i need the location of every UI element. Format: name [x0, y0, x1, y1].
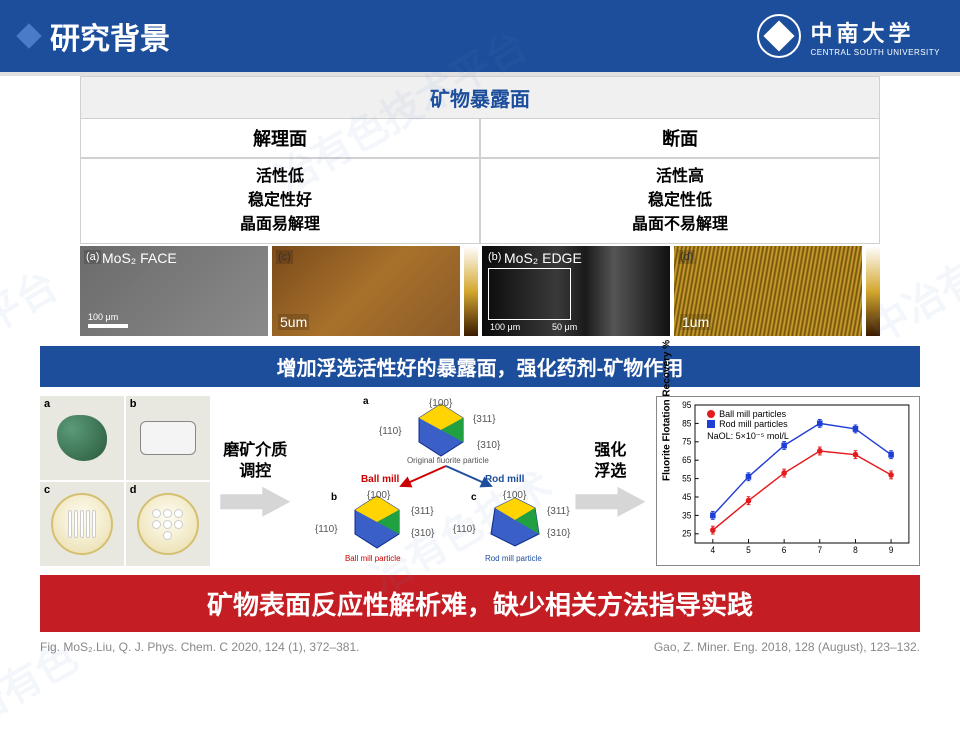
col1-body: 活性低 稳定性好 晶面易解理: [80, 158, 480, 244]
svg-text:7: 7: [818, 545, 823, 555]
blue-banner: 增加浮选活性好的暴露面，强化药剂-矿物作用: [40, 346, 920, 387]
svg-text:35: 35: [682, 510, 691, 520]
svg-text:5: 5: [746, 545, 751, 555]
arrow-grinding-control: 磨矿介质 调控: [218, 441, 293, 521]
svg-text:85: 85: [682, 418, 691, 428]
chart-ylabel: Fluorite Flotation Recovery %: [662, 340, 673, 481]
diamond-icon: [16, 23, 41, 48]
crystal-diagram: a {100} {311} {310} {110} Original fluor…: [301, 396, 565, 566]
col2-header: 断面: [480, 118, 880, 158]
sem-face-image: (a) MoS₂ FACE 100 μm: [80, 246, 268, 336]
afm-face-image: (c) 5um: [272, 246, 460, 336]
svg-text:55: 55: [682, 473, 691, 483]
recovery-chart: Fluorite Flotation Recovery % Ball mill …: [656, 396, 920, 566]
citations: Fig. MoS₂.Liu, Q. J. Phys. Chem. C 2020,…: [0, 632, 960, 654]
university-logo-block: 中南大学 CENTRAL SOUTH UNIVERSITY: [757, 14, 941, 58]
svg-text:25: 25: [682, 528, 691, 538]
svg-text:65: 65: [682, 455, 691, 465]
svg-text:95: 95: [682, 400, 691, 410]
red-banner: 矿物表面反应性解析难，缺少相关方法指导实践: [40, 575, 920, 632]
svg-text:6: 6: [782, 545, 787, 555]
citation-left: Fig. MoS₂.Liu, Q. J. Phys. Chem. C 2020,…: [40, 640, 359, 654]
col1-header: 解理面: [80, 118, 480, 158]
col2-body: 活性高 稳定性低 晶面不易解理: [480, 158, 880, 244]
microscopy-row: (a) MoS₂ FACE 100 μm (c) 5um (b) MoS₂ ED…: [0, 244, 960, 340]
university-name-cn: 中南大学: [811, 16, 941, 48]
process-flow-row: a b c d 磨矿介质 调控 a {100} {311} {310} {110…: [0, 391, 960, 571]
university-seal-icon: [757, 14, 801, 58]
header-bar: 研究背景 中南大学 CENTRAL SOUTH UNIVERSITY: [0, 0, 960, 72]
svg-text:4: 4: [711, 545, 716, 555]
grinding-photos: a b c d: [40, 396, 210, 566]
citation-right: Gao, Z. Miner. Eng. 2018, 128 (August), …: [654, 640, 920, 654]
colorbar-1: [464, 246, 478, 336]
table-header: 矿物暴露面: [80, 76, 880, 118]
colorbar-2: [866, 246, 880, 336]
svg-text:45: 45: [682, 492, 691, 502]
arrow-enhanced-flotation: 强化 浮选: [573, 441, 648, 521]
afm-edge-image: (d) 1um: [674, 246, 862, 336]
svg-text:9: 9: [889, 545, 894, 555]
svg-text:75: 75: [682, 436, 691, 446]
svg-text:8: 8: [853, 545, 858, 555]
sem-edge-image: (b) MoS₂ EDGE 100 μm 50 μm: [482, 246, 670, 336]
exposure-face-table: 矿物暴露面 解理面 断面 活性低 稳定性好 晶面易解理 活性高 稳定性低 晶面不…: [0, 76, 960, 244]
university-name-en: CENTRAL SOUTH UNIVERSITY: [811, 48, 941, 57]
page-title: 研究背景: [50, 14, 170, 58]
